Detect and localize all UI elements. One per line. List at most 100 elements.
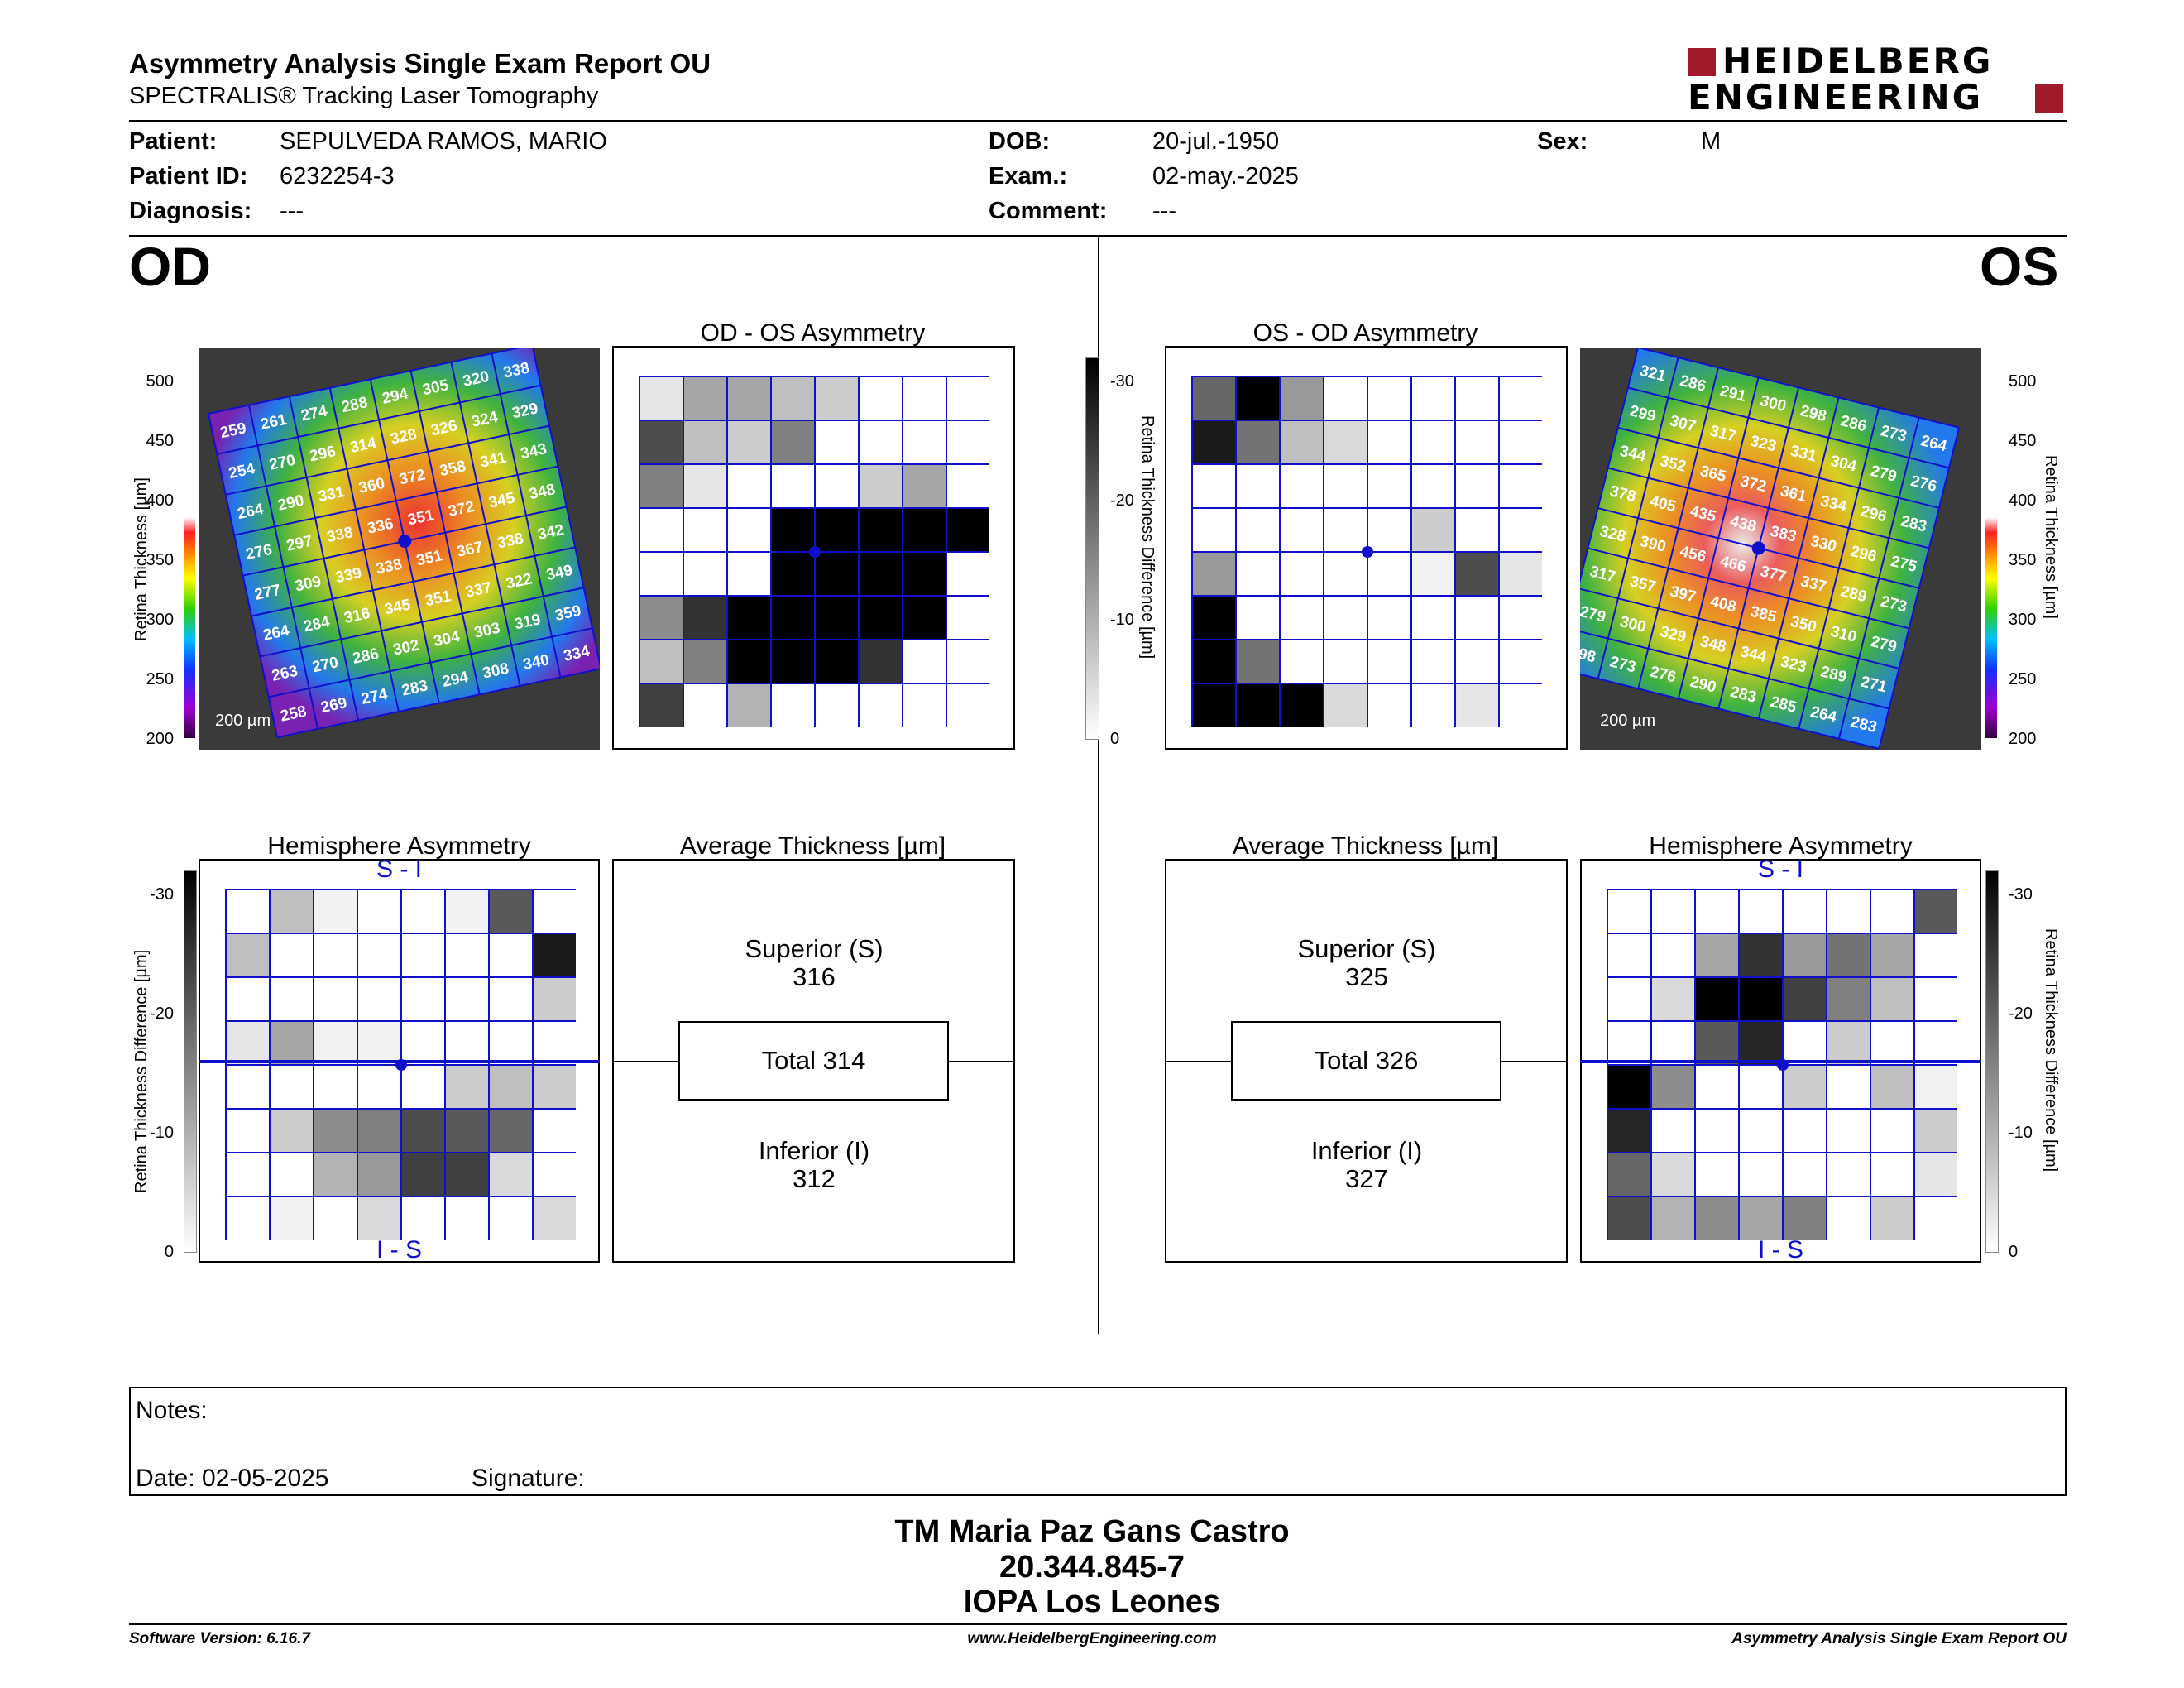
os-asym-cell [1498, 507, 1542, 553]
od-hemi-cell [225, 1196, 271, 1240]
os-asym-cell [1279, 376, 1324, 421]
os-asym-cell [1454, 420, 1500, 465]
od-hemi-cell [269, 933, 314, 978]
os-asym-cell [1191, 420, 1237, 465]
os-hemi-cell [1782, 1152, 1827, 1197]
od-hemi-cell [444, 1152, 490, 1197]
od-asym-cell [858, 507, 903, 553]
od-asym-cell [946, 683, 989, 727]
od-superior-label: Superior (S) [745, 934, 884, 963]
os-asym-cell [1323, 639, 1368, 684]
diagnosis-value: --- [280, 198, 304, 224]
os-hemi-cell [1870, 1108, 1915, 1153]
notes-date: Date: 02-05-2025 [136, 1465, 329, 1492]
os-asym-cell [1279, 639, 1324, 684]
os-hemi-tick: -30 [2009, 885, 2033, 904]
od-avg-title: Average Thickness [µm] [679, 832, 946, 860]
os-avg-line-left [1166, 1061, 1233, 1062]
os-map-gridline [1757, 397, 1840, 719]
os-asym-cell [1410, 683, 1456, 727]
od-asym-cell [639, 507, 684, 553]
os-total-value: Total 326 [1314, 1046, 1419, 1075]
os-asym-cell [1323, 420, 1368, 465]
od-asym-cell [726, 420, 772, 465]
os-hemi-cell [1826, 976, 1871, 1022]
os-hemi-cell [1913, 1108, 1957, 1153]
od-hemi-cell [444, 1108, 490, 1153]
od-asym-cell [639, 551, 684, 597]
od-asym-cell [682, 376, 728, 421]
os-i-s-label: I - S [1757, 1236, 1803, 1264]
os-hemi-cell [1650, 1020, 1696, 1066]
center-diff-tick: -20 [1110, 492, 1134, 510]
os-hemi-cell [1650, 933, 1696, 978]
heidelberg-logo: HEIDELBERG ENGINEERING [1688, 43, 2067, 117]
os-asym-cell [1235, 595, 1281, 640]
od-asym-cell [682, 551, 728, 597]
os-hemi-cell [1913, 976, 1957, 1022]
od-asym-cell [946, 376, 989, 421]
od-asym-cell [814, 683, 860, 727]
os-hemi-cell [1738, 889, 1784, 934]
os-hemi-cell [1870, 1020, 1915, 1066]
os-asym-cell [1454, 507, 1500, 553]
od-asym-cell [814, 595, 860, 640]
os-map-gridline [1580, 587, 1899, 669]
os-asym-cell [1410, 507, 1456, 553]
os-asym-cell [1498, 420, 1542, 465]
od-asym-cell [902, 376, 947, 421]
od-inferior-label: Inferior (I) [758, 1136, 870, 1165]
footer-website[interactable]: www.HeidelbergEngineering.com [967, 1630, 1217, 1647]
od-asym-cell [814, 463, 860, 509]
od-hemi-cell [313, 1108, 358, 1153]
notes-box[interactable]: Notes: Date: 02-05-2025 Signature: [129, 1387, 2067, 1496]
os-hemi-cell [1607, 889, 1652, 934]
od-hemi-cell [400, 1152, 446, 1197]
os-hemi-cell [1913, 933, 1957, 978]
os-avg-panel: Superior (S) 325 Total 326 Inferior (I) … [1165, 859, 1568, 1263]
od-asym-cell [858, 376, 903, 421]
patient-id: 6232254-3 [280, 163, 395, 189]
os-asym-cell [1410, 639, 1456, 684]
os-asym-cell [1279, 683, 1324, 727]
os-asym-cell [1454, 376, 1500, 421]
os-hemi-cell [1738, 1064, 1784, 1110]
od-asym-cell [770, 683, 816, 727]
os-asym-cell [1279, 420, 1324, 465]
header-divider [129, 120, 2067, 122]
os-asym-cell [1191, 639, 1237, 684]
od-map-gridline [491, 353, 562, 678]
os-hemi-colorbar [1985, 870, 1999, 1253]
od-s-i-label: S - I [376, 856, 422, 883]
os-thickness-tick: 450 [2009, 432, 2037, 450]
os-asym-cell [1454, 595, 1500, 640]
os-hemi-axis-label: Retina Thickness Difference [µm] [2042, 928, 2060, 1172]
signatory-rut: 20.344.845-7 [999, 1550, 1185, 1585]
od-map-fovea-dot [398, 535, 412, 549]
od-hemi-cell [400, 1196, 446, 1240]
od-hemi-cell [357, 889, 402, 934]
report-title: Asymmetry Analysis Single Exam Report OU [129, 48, 711, 79]
os-hemi-cell [1650, 889, 1696, 934]
od-hemi-cell [444, 1064, 490, 1110]
os-map-gridline [1837, 417, 1920, 740]
report-subtitle: SPECTRALIS® Tracking Laser Tomography [129, 83, 599, 109]
patient-label: Patient: [129, 128, 218, 155]
patient-divider [129, 235, 2067, 237]
od-asym-cell [814, 551, 860, 597]
od-thickness-tick: 450 [146, 432, 174, 450]
signatory-institution: IOPA Los Leones [963, 1585, 1221, 1619]
os-hemi-cell [1607, 1020, 1652, 1066]
od-asym-cell [858, 595, 903, 640]
os-thickness-tick: 250 [2009, 670, 2037, 688]
od-hemi-cell [225, 976, 271, 1022]
od-asym-center-dot [809, 546, 821, 558]
od-asym-cell [902, 463, 947, 509]
os-map-gridline [1878, 427, 1961, 750]
os-map-gridline [1580, 348, 1639, 669]
od-hemi-cell [313, 1152, 358, 1197]
footer-software: Software Version: 6.16.7 [129, 1630, 310, 1647]
od-hemi-cell [357, 976, 402, 1022]
od-hemi-cell [225, 1152, 271, 1197]
os-inferior-value: 327 [1345, 1164, 1388, 1193]
